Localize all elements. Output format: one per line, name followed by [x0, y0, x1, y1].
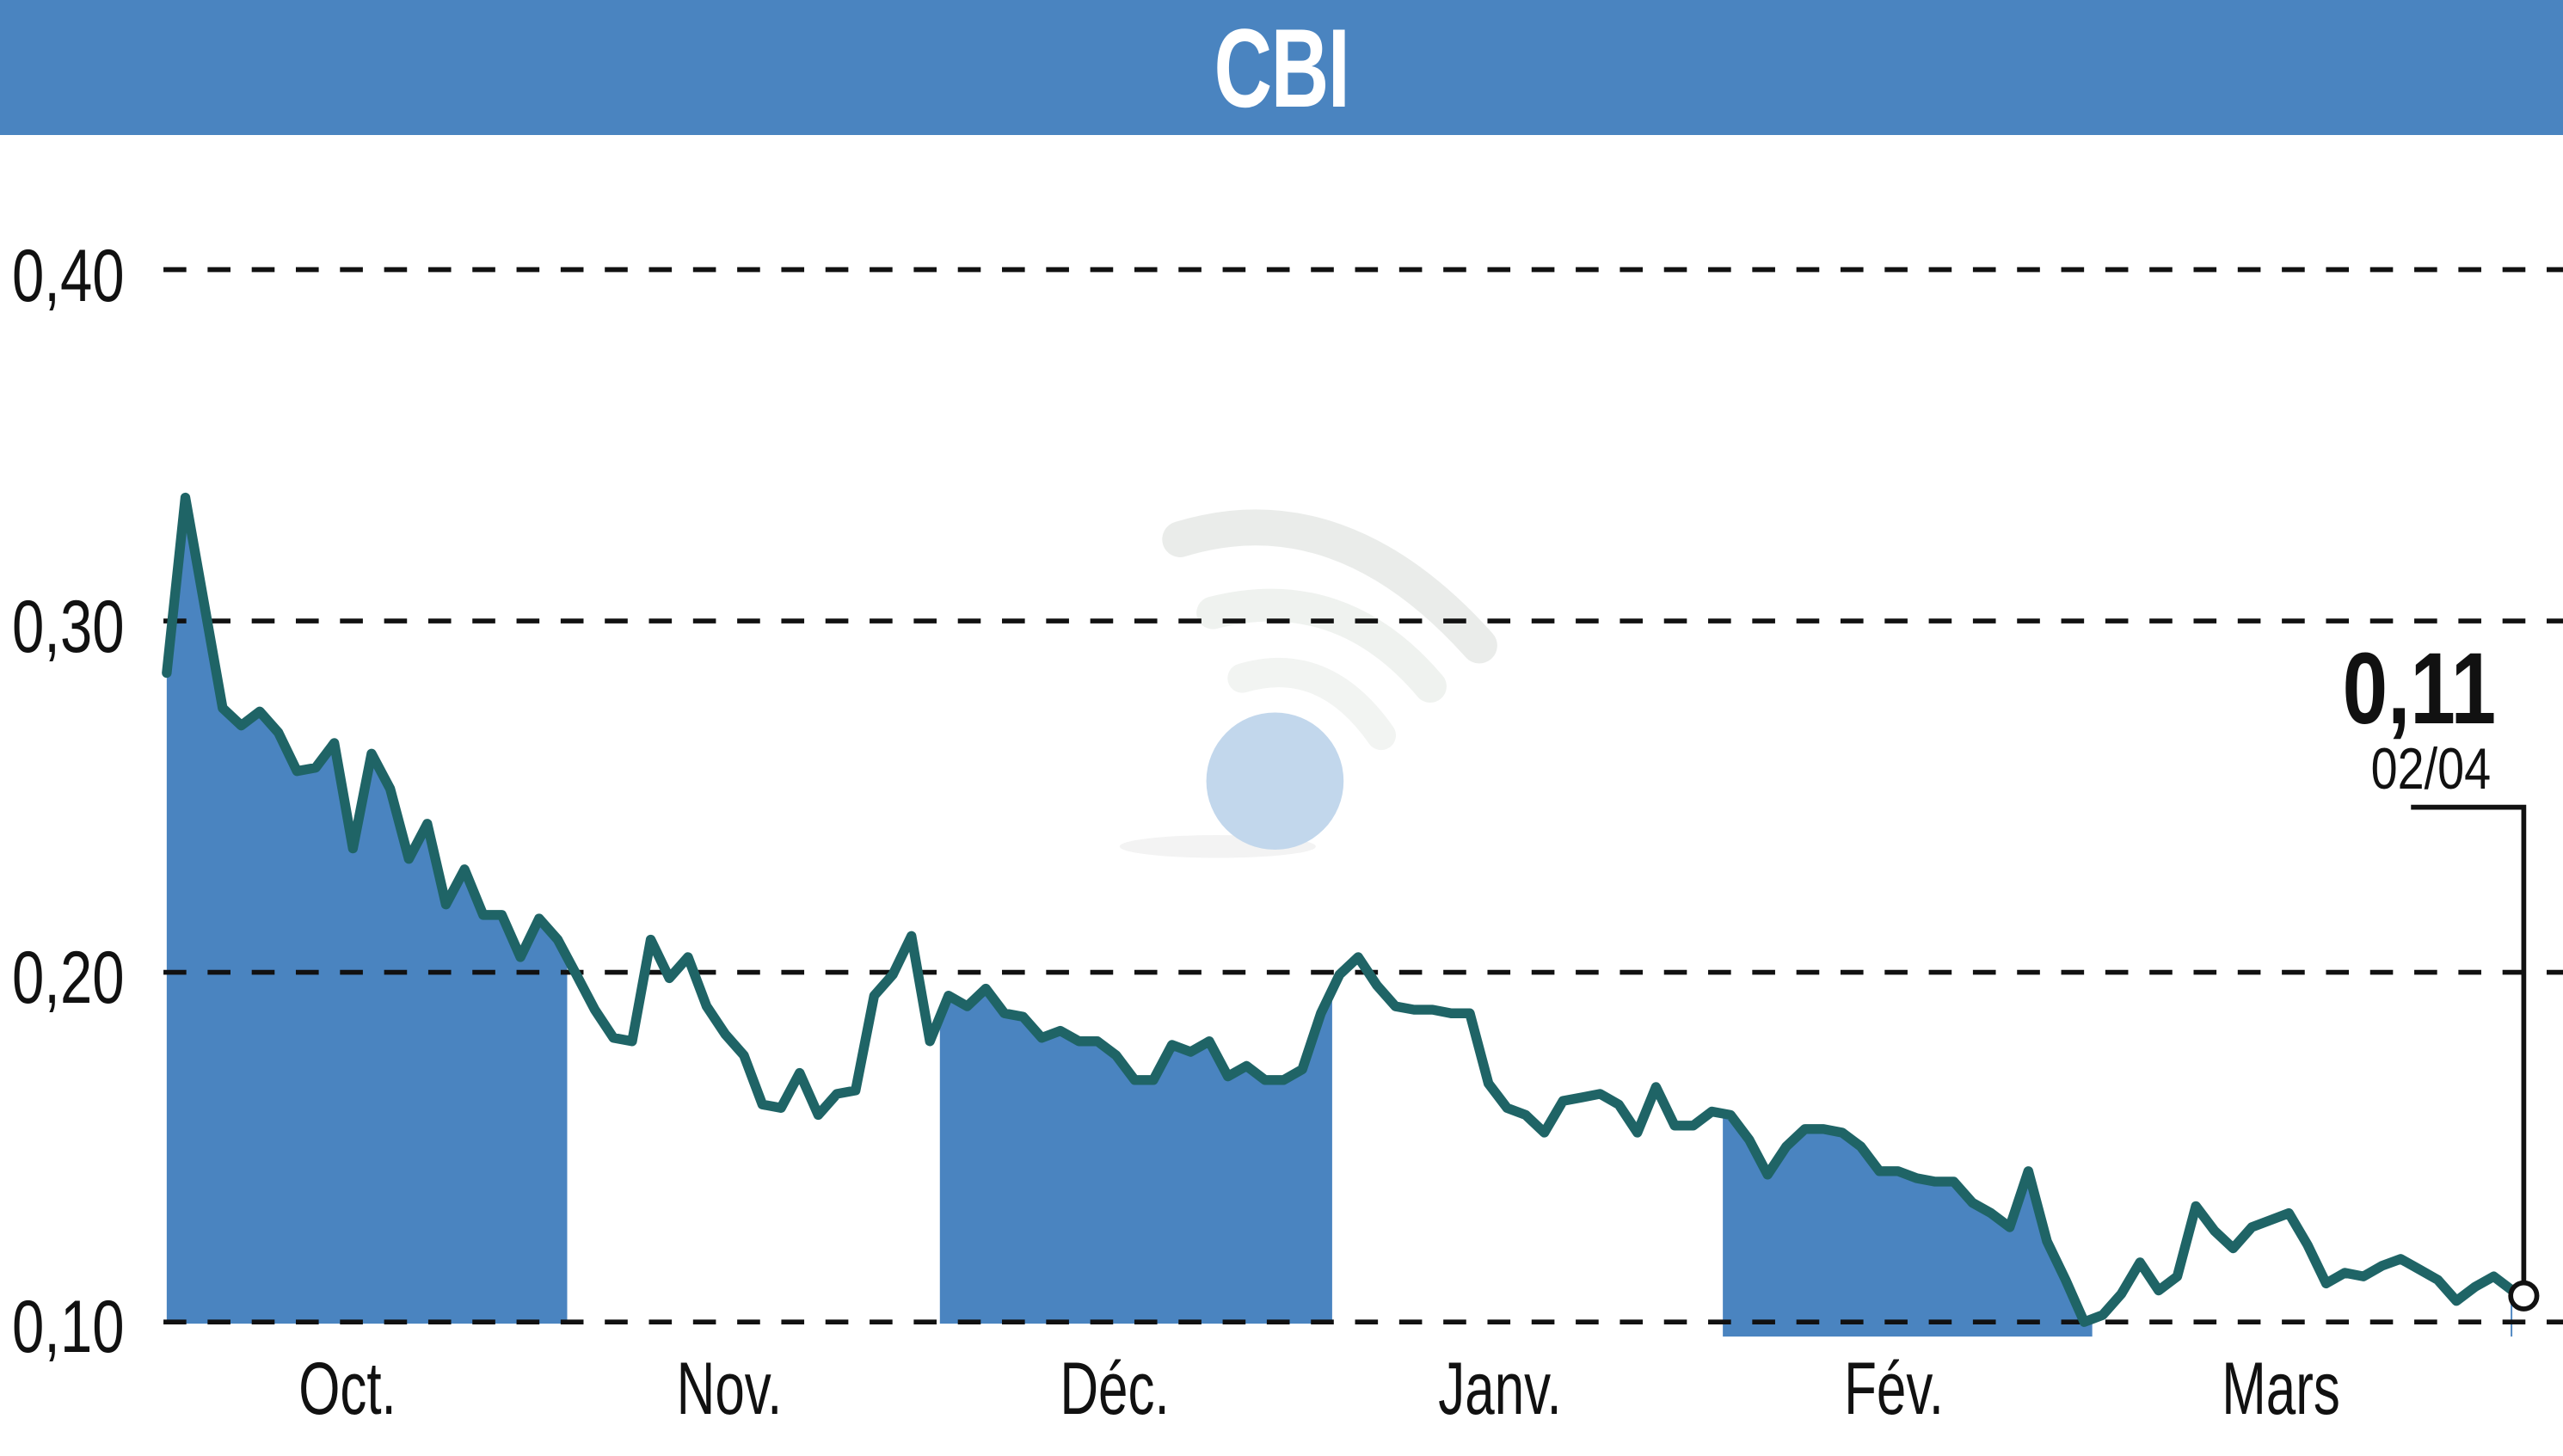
shaded-month-areas — [166, 497, 2513, 1337]
x-tick-label: Nov. — [676, 1348, 783, 1430]
y-tick-label: 0,30 — [12, 586, 125, 668]
x-tick-label: Oct. — [298, 1348, 396, 1430]
x-tick-label: Fév. — [1844, 1348, 1944, 1430]
price-line — [162, 492, 2517, 1327]
y-tick-label: 0,10 — [12, 1286, 125, 1368]
y-tick-label: 0,40 — [12, 235, 125, 317]
last-date-label: 02/04 — [2370, 736, 2491, 802]
header-banner: CBI — [0, 0, 2563, 135]
last-point-marker — [2508, 1280, 2540, 1312]
x-tick-label: Déc. — [1060, 1348, 1170, 1430]
watermark-logo-icon — [1119, 509, 1497, 858]
x-tick-label: Janv. — [1438, 1348, 1562, 1430]
x-tick-label: Mars — [2222, 1348, 2340, 1430]
y-tick-label: 0,20 — [12, 937, 125, 1019]
last-value-callout — [2411, 804, 2540, 1312]
last-value-label: 0,11 — [2342, 632, 2496, 746]
chart-title: CBI — [1214, 4, 1350, 131]
